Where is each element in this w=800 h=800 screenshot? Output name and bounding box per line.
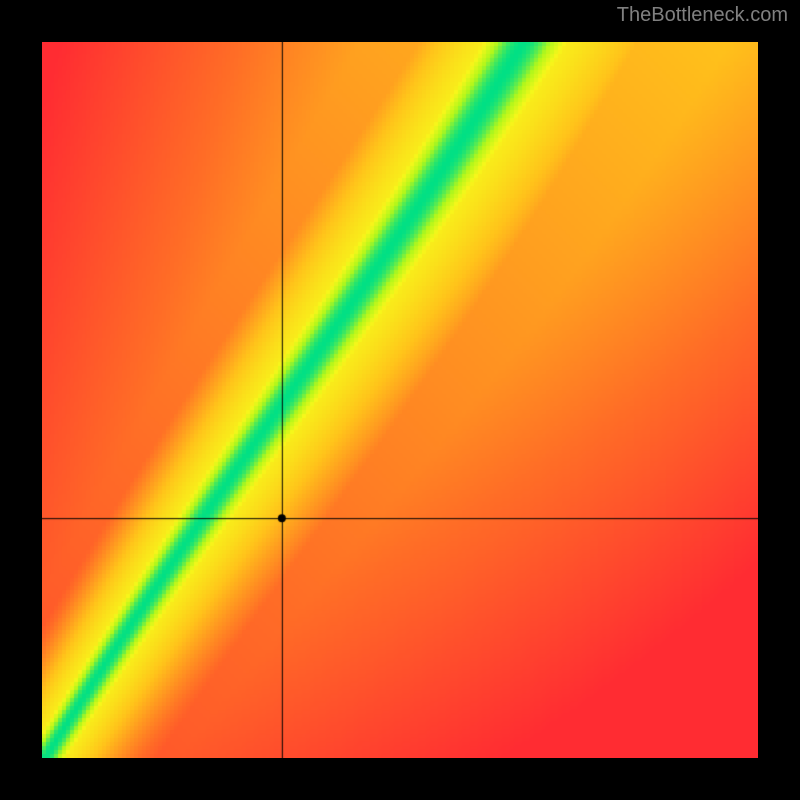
heatmap-canvas bbox=[42, 42, 758, 758]
watermark-text: TheBottleneck.com bbox=[617, 4, 788, 27]
heatmap-chart bbox=[42, 42, 758, 758]
